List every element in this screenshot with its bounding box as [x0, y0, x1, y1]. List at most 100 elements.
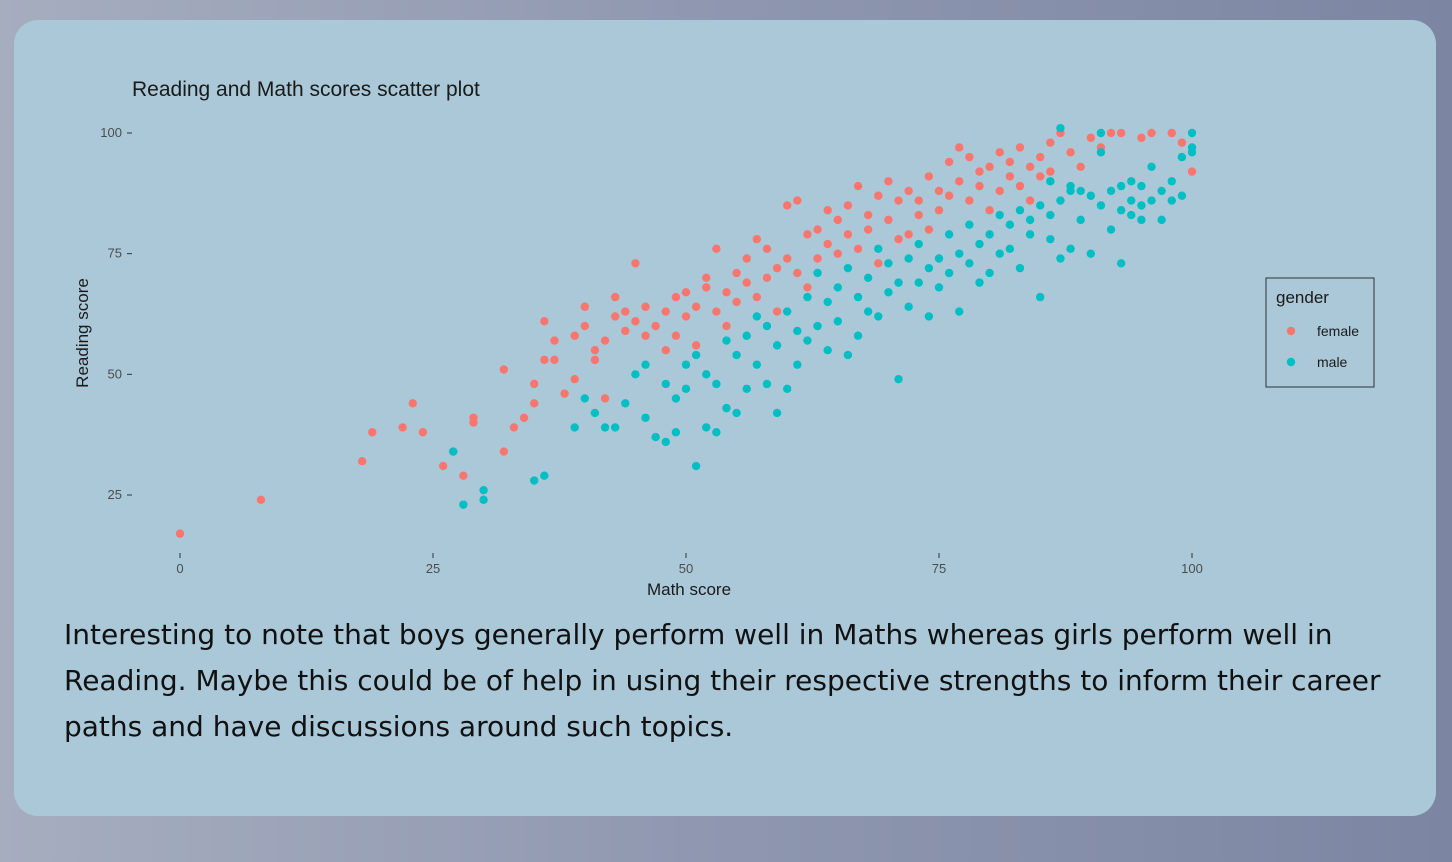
- data-point-male: [1127, 196, 1136, 205]
- data-point-female: [570, 331, 579, 340]
- data-point-male: [904, 254, 913, 263]
- data-point-male: [975, 278, 984, 287]
- data-point-male: [934, 283, 944, 292]
- data-point-male: [1015, 263, 1025, 273]
- x-axis-title: Math score: [647, 580, 731, 599]
- data-point-male: [853, 292, 863, 302]
- data-point-female: [955, 177, 964, 186]
- data-point-female: [1106, 128, 1116, 138]
- data-point-female: [914, 210, 923, 220]
- data-point-female: [1116, 128, 1126, 138]
- data-point-female: [904, 186, 913, 196]
- data-point-male: [955, 307, 964, 316]
- legend-label-male: male: [1317, 354, 1348, 370]
- data-point-male: [904, 302, 913, 311]
- data-point-female: [459, 471, 468, 480]
- data-point-female: [357, 457, 367, 466]
- data-point-male: [1066, 244, 1075, 254]
- x-tick-label: 100: [1181, 561, 1203, 576]
- data-point-female: [1036, 172, 1045, 181]
- data-point-male: [732, 408, 741, 418]
- data-point-female: [965, 152, 974, 162]
- data-point-male: [600, 423, 610, 432]
- data-point-female: [863, 210, 873, 220]
- data-point-male: [631, 370, 640, 379]
- legend-title: gender: [1276, 288, 1329, 307]
- data-point-male: [1116, 259, 1126, 268]
- data-point-female: [712, 307, 721, 316]
- data-point-female: [965, 196, 974, 205]
- data-point-male: [610, 423, 620, 432]
- data-point-female: [610, 312, 620, 321]
- data-point-male: [833, 317, 842, 326]
- scatter-chart: Reading and Math scores scatter plot 25 5…: [73, 78, 1375, 599]
- data-point-male: [1005, 220, 1015, 229]
- data-point-male: [793, 360, 802, 369]
- data-point-male: [874, 244, 883, 254]
- data-point-male: [783, 307, 792, 316]
- data-point-male: [752, 360, 762, 369]
- data-point-male: [590, 408, 600, 418]
- data-point-male: [1167, 196, 1176, 205]
- data-point-male: [975, 239, 984, 249]
- data-point-female: [1187, 167, 1197, 176]
- data-point-male: [651, 432, 660, 442]
- data-point-male: [914, 239, 923, 249]
- data-point-male: [479, 495, 488, 505]
- data-point-male: [702, 423, 711, 432]
- y-tick-label: 25: [108, 487, 122, 502]
- data-point-female: [712, 244, 721, 254]
- data-point-female: [398, 423, 407, 432]
- data-point-female: [469, 413, 478, 422]
- data-point-male: [641, 360, 650, 369]
- data-point-male: [955, 249, 964, 258]
- data-point-male: [843, 350, 853, 360]
- data-point-male: [742, 331, 751, 340]
- data-point-female: [621, 307, 630, 316]
- data-point-female: [985, 206, 994, 215]
- data-point-female: [550, 355, 559, 365]
- data-point-male: [1056, 196, 1065, 205]
- data-point-male: [762, 379, 772, 389]
- series-male: [449, 123, 1197, 509]
- data-point-male: [681, 384, 691, 394]
- data-point-male: [985, 268, 994, 278]
- data-point-male: [1177, 152, 1187, 162]
- data-point-female: [1177, 138, 1187, 147]
- data-point-male: [1137, 215, 1146, 225]
- y-tick-label: 100: [100, 125, 122, 140]
- data-point-female: [833, 249, 842, 258]
- data-point-female: [944, 157, 954, 167]
- data-point-female: [894, 234, 903, 244]
- chart-title: Reading and Math scores scatter plot: [132, 78, 480, 101]
- data-point-male: [813, 268, 822, 278]
- data-point-male: [924, 312, 934, 321]
- data-point-female: [499, 365, 509, 374]
- data-point-male: [1066, 186, 1075, 196]
- data-point-male: [1046, 234, 1055, 244]
- data-point-male: [985, 230, 994, 239]
- data-point-female: [975, 181, 984, 191]
- data-point-male: [843, 263, 853, 273]
- data-point-female: [762, 244, 772, 254]
- data-point-female: [691, 302, 701, 311]
- data-point-female: [175, 529, 185, 538]
- data-point-male: [671, 394, 681, 403]
- data-point-female: [570, 374, 579, 384]
- data-point-male: [1086, 191, 1096, 200]
- data-point-male: [691, 461, 701, 471]
- data-point-female: [833, 215, 842, 225]
- data-point-female: [884, 215, 893, 225]
- data-point-female: [722, 288, 731, 297]
- data-point-male: [1015, 206, 1025, 215]
- data-point-female: [560, 389, 569, 398]
- data-point-female: [1015, 143, 1025, 152]
- data-point-male: [1137, 201, 1146, 210]
- data-point-female: [823, 239, 832, 249]
- data-point-male: [863, 273, 873, 282]
- data-point-female: [681, 312, 691, 321]
- data-point-female: [894, 196, 903, 205]
- data-point-female: [530, 379, 539, 389]
- data-point-female: [499, 447, 509, 456]
- data-point-male: [1187, 148, 1197, 157]
